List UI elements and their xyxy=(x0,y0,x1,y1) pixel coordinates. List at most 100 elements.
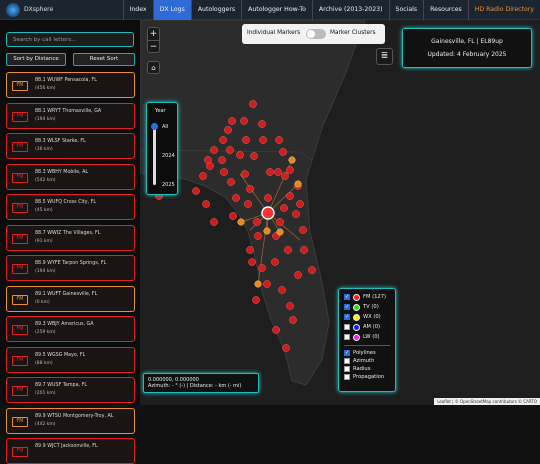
station-name: 88.9 WYFE Tarpon Springs, FL xyxy=(35,261,107,266)
nav: Index DX Logs Autologgers Autologger How-To… xyxy=(122,0,540,20)
coordinates-box: 0.000000, 0.000000 Azimuth: - ° (-) | Di… xyxy=(143,373,259,393)
overlay-label: Propagation xyxy=(353,374,385,380)
legend-row[interactable]: ✓ FM (127) xyxy=(344,292,390,302)
legend: ✓ FM (127) ✓ TV (0) ✓ WX (0) AM (0) LW (0) ✓ Poly… xyxy=(338,288,396,392)
station-card[interactable]: FM 88.1 WRYT Thomasville, GA (194 km) xyxy=(6,102,135,129)
station-distance: (88 km) xyxy=(35,360,53,366)
marker xyxy=(241,170,249,178)
checkbox[interactable]: ✓ xyxy=(344,294,350,300)
band-badge: FM xyxy=(12,386,28,396)
band-badge: FM xyxy=(12,355,28,366)
checkbox[interactable]: ✓ xyxy=(344,304,350,310)
overlay-row[interactable]: Azimuth xyxy=(344,357,390,365)
band-badge: FM xyxy=(12,172,28,183)
marker xyxy=(232,194,240,202)
station-distance: (259 km) xyxy=(35,330,56,335)
station-card[interactable]: FM 89.5 WGSG Mayo, FL (88 km) xyxy=(6,346,135,373)
station-card[interactable]: FM 88.7 WWIZ The Villages, FL (91 km) xyxy=(6,224,135,251)
band-badge: FM xyxy=(12,203,28,213)
marker xyxy=(263,227,271,235)
nav-link[interactable]: HD Radio Directory xyxy=(467,0,540,20)
marker xyxy=(280,204,288,212)
nav-link[interactable]: Autologgers xyxy=(190,0,241,20)
station-card[interactable]: FM 89.7 WUSF Tampa, FL (201 km) xyxy=(6,377,135,403)
zoom-in[interactable]: + xyxy=(148,29,159,41)
station-card[interactable]: FM 88.5 WUFQ Cross City, FL (45 km) xyxy=(6,194,135,220)
station-name: 89.7 WUSF Tampa, FL xyxy=(35,383,88,388)
marker xyxy=(227,178,235,186)
nav-link[interactable]: Resources xyxy=(423,0,468,20)
overlay-label: Polylines xyxy=(353,350,376,356)
legend-row[interactable]: ✓ WX (0) xyxy=(344,312,390,322)
legend-dot xyxy=(353,323,360,331)
marker-toggle[interactable]: Individual Markers Marker Clusters xyxy=(242,24,385,44)
checkbox[interactable] xyxy=(344,324,350,330)
marker xyxy=(253,218,261,226)
layers-button[interactable]: ≣ xyxy=(376,48,393,65)
logo[interactable]: DXsphere xyxy=(24,6,54,13)
legend-dot xyxy=(353,333,360,341)
nav-link[interactable]: Index xyxy=(122,0,153,20)
station-distance: (194 km) xyxy=(35,116,56,122)
station-card[interactable]: FM 89.9 WTSU Montgomery-Troy, AL (442 km) xyxy=(6,407,135,434)
attribution[interactable]: Leaflet | © OpenStreetMap contributors ©… xyxy=(434,398,540,405)
legend-row[interactable]: AM (0) xyxy=(344,322,390,332)
overlay-label: Azimuth xyxy=(353,358,375,364)
band-badge: FM xyxy=(12,142,28,152)
band-badge: FM xyxy=(12,233,28,244)
checkbox[interactable] xyxy=(344,334,350,340)
station-card[interactable]: FM 89.1 WUFT Gainesville, FL (0 km) xyxy=(6,285,135,312)
legend-row[interactable]: ✓ TV (0) xyxy=(344,302,390,312)
nav-link[interactable]: Socials xyxy=(388,0,424,20)
overlay-row[interactable]: Radius xyxy=(344,365,390,373)
station-card[interactable]: FM 89.3 WBJY Americus, GA (259 km) xyxy=(6,316,135,342)
checkbox[interactable] xyxy=(344,358,350,364)
legend-dot xyxy=(353,303,360,311)
station-distance: (442 km) xyxy=(35,421,56,427)
marker xyxy=(228,117,236,125)
overlay-row[interactable]: ✓ Polylines xyxy=(344,349,390,357)
slider-thumb[interactable] xyxy=(151,123,158,130)
search-input[interactable]: Search by call letters... xyxy=(6,32,134,47)
legend-label: LW (0) xyxy=(363,334,380,340)
legend-label: AM (0) xyxy=(363,324,381,330)
toggle-switch[interactable] xyxy=(306,29,326,39)
logo-icon[interactable] xyxy=(6,3,20,17)
marker xyxy=(272,326,280,334)
sort-button[interactable]: Sort by Distance xyxy=(6,53,66,66)
nav-link[interactable]: Autologger How-To xyxy=(241,0,312,20)
zoom-out[interactable]: − xyxy=(149,42,158,52)
marker xyxy=(300,246,308,254)
marker xyxy=(308,266,316,274)
station-card[interactable]: FM 88.3 WLSF Starke, FL (36 km) xyxy=(6,133,135,159)
legend-dot xyxy=(353,293,360,301)
checkbox[interactable]: ✓ xyxy=(344,314,350,320)
nav-link[interactable]: Archive (2013-2023) xyxy=(311,0,389,20)
station-distance: (0 km) xyxy=(35,299,50,305)
station-card[interactable]: FM 88.3 WBHY Mobile, AL (542 km) xyxy=(6,163,135,190)
year-option[interactable]: All xyxy=(162,124,169,130)
marker xyxy=(220,168,228,176)
station-card[interactable]: FM 89.9 WJCT Jacksonville, FL xyxy=(6,438,135,464)
marker xyxy=(210,146,218,154)
legend-row[interactable]: LW (0) xyxy=(344,332,390,342)
station-card[interactable]: FM 88.1 WUWF Pensacola, FL (456 km) xyxy=(6,72,135,98)
markers xyxy=(155,100,316,352)
marker xyxy=(274,168,282,176)
checkbox[interactable] xyxy=(344,366,350,372)
station-name: 88.1 WUWF Pensacola, FL xyxy=(35,78,97,83)
year-option[interactable]: 2025 xyxy=(162,182,175,188)
checkbox[interactable] xyxy=(344,374,350,380)
nav-link[interactable]: DX Logs xyxy=(152,0,191,20)
home-button[interactable]: ⌂ xyxy=(147,61,160,74)
marker xyxy=(276,218,284,226)
toggle-right: Marker Clusters xyxy=(330,30,376,36)
overlay-row[interactable]: Propagation xyxy=(344,373,390,381)
year-option[interactable]: 2024 xyxy=(162,153,175,159)
year-slider[interactable] xyxy=(153,123,156,185)
marker xyxy=(288,156,296,164)
reset-button[interactable]: Reset Sort xyxy=(73,53,135,66)
checkbox[interactable]: ✓ xyxy=(344,350,350,356)
band-badge: FM xyxy=(12,81,28,91)
station-card[interactable]: FM 88.9 WYFE Tarpon Springs, FL (194 km) xyxy=(6,255,135,281)
